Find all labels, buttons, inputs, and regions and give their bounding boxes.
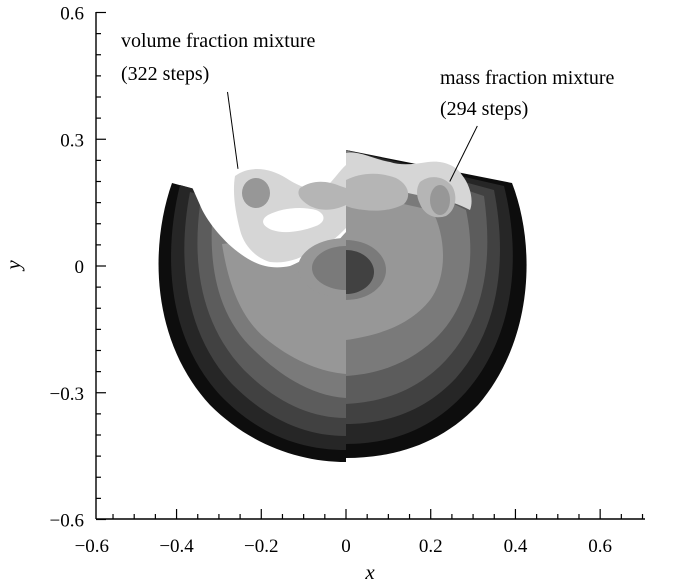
contour-core-right-inner: [346, 250, 374, 294]
x-tick-label: −0.2: [244, 536, 278, 557]
contour-blob-right-top: [346, 173, 409, 211]
annotations: volume fraction mixture (322 steps) mass…: [121, 30, 615, 182]
x-tick-labels: −0.6 −0.4 −0.2 0 0.2 0.4 0.6: [75, 536, 612, 557]
annotation-volume-line1: volume fraction mixture: [121, 30, 316, 52]
annotation-pointer-volume: [227, 91, 239, 169]
x-tick-label: 0: [341, 536, 351, 557]
contour-left-half: [158, 160, 346, 462]
contour-core-left-inner: [312, 246, 346, 290]
x-tick-label: 0.6: [588, 536, 612, 557]
axes: −0.6 −0.4 −0.2 0 0.2 0.4 0.6 −0.6 −0.3 0 0.3 0.6 x…: [1, 4, 645, 584]
annotation-pointer-mass: [449, 125, 478, 182]
y-tick-label: 0.6: [60, 4, 84, 25]
y-tick-label: −0.6: [50, 511, 84, 532]
contour-white-wedge-left: [263, 207, 324, 233]
annotation-volume-line2: (322 steps): [121, 63, 209, 85]
y-tick-labels: −0.6 −0.3 0 0.3 0.6: [50, 4, 84, 532]
contour-band-6: [346, 190, 443, 340]
y-tick-label: 0.3: [60, 130, 84, 151]
contour-right-half: [346, 150, 527, 458]
annotation-mass-line1: mass fraction mixture: [440, 67, 615, 89]
y-tick-label: 0: [75, 257, 85, 278]
x-tick-label: 0.4: [504, 536, 528, 557]
x-tick-label: −0.4: [159, 536, 194, 557]
annotation-mass-line2: (294 steps): [440, 98, 528, 120]
y-tick-label: −0.3: [50, 384, 84, 405]
contour-blob-right-small: [430, 185, 450, 215]
y-ticks: [96, 11, 106, 521]
x-ticks: [112, 509, 644, 519]
x-axis-title: x: [364, 560, 375, 584]
x-tick-label: −0.6: [75, 536, 109, 557]
contour-blob-left-small: [242, 178, 270, 208]
contour-blob-left-top: [298, 181, 346, 210]
x-tick-label: 0.2: [419, 536, 443, 557]
y-axis-title: y: [1, 260, 25, 272]
